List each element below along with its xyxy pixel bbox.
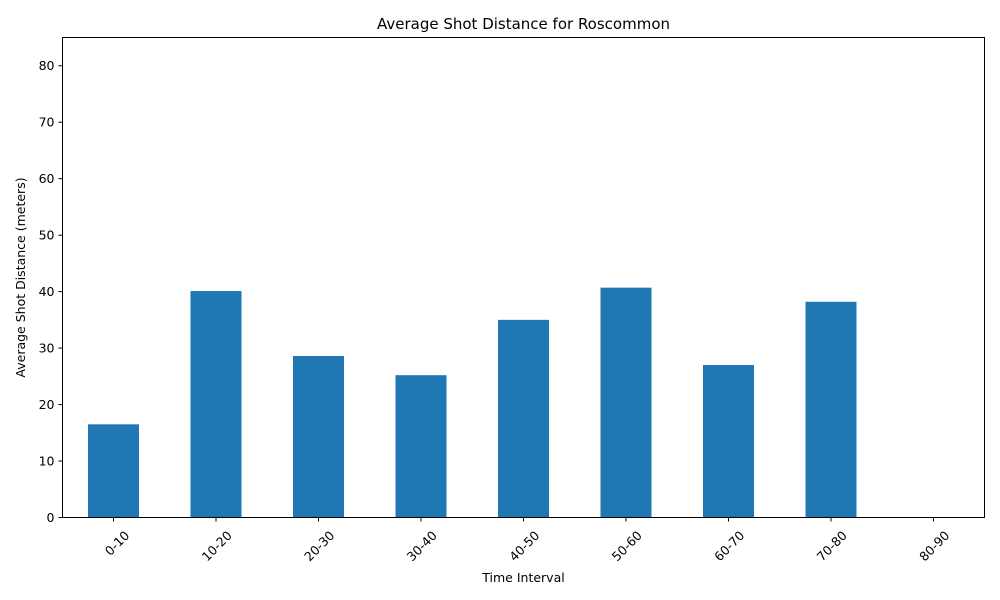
y-tick-label: 0 (47, 510, 55, 525)
bars-group (88, 287, 857, 518)
y-tick-label: 70 (39, 115, 55, 130)
x-axis: 0-10 10-20 20-30 30-40 40-50 50-60 60-70 70-80 8… (102, 517, 952, 564)
y-tick-label: 30 (39, 341, 55, 356)
bar-20-30 (293, 355, 344, 518)
x-tick-label: 40-50 (506, 528, 542, 564)
x-tick-label: 0-10 (102, 528, 133, 559)
bar-60-70 (703, 365, 754, 518)
y-axis-label: Average Shot Distance (meters) (13, 177, 28, 377)
y-tick-label: 80 (39, 58, 55, 73)
y-tick-label: 20 (39, 397, 55, 412)
x-tick-label: 20-30 (301, 528, 337, 564)
bar-70-80 (805, 301, 857, 518)
bar-30-40 (395, 375, 447, 518)
x-tick-label: 10-20 (199, 528, 235, 564)
x-tick-label: 80-90 (916, 528, 952, 564)
bar-50-60 (600, 287, 652, 518)
bar-40-50 (498, 319, 549, 518)
y-tick-label: 10 (39, 454, 55, 469)
y-axis: 0 10 20 30 40 50 60 70 80 (39, 58, 63, 525)
x-tick-label: 50-60 (609, 528, 645, 564)
y-tick-label: 50 (39, 228, 55, 243)
x-tick-label: 70-80 (814, 528, 850, 564)
chart-title: Average Shot Distance for Roscommon (377, 15, 670, 33)
plot-frame (62, 37, 985, 518)
x-tick-label: 60-70 (711, 528, 747, 564)
bar-10-20 (190, 291, 242, 518)
y-tick-label: 60 (39, 171, 55, 186)
y-tick-label: 40 (39, 284, 55, 299)
x-tick-label: 30-40 (404, 528, 440, 564)
bar-0-10 (88, 424, 139, 518)
x-axis-label: Time Interval (481, 570, 564, 585)
